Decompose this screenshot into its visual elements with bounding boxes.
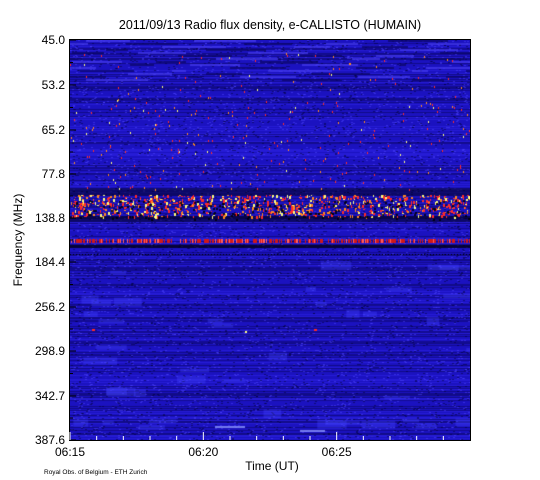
y-tick-label: 138.8 [35,211,65,225]
y-tick-label: 256.2 [35,300,65,314]
credit-text: Royal Obs. of Belgium - ETH Zurich [44,469,148,476]
x-tick-label: 06:25 [322,445,352,459]
x-axis-label: Time (UT) [245,459,299,473]
y-tick-label: 342.7 [35,389,65,403]
y-tick-label: 298.9 [35,344,65,358]
x-tick-label: 06:15 [55,445,85,459]
y-tick-label: 77.8 [42,167,66,181]
spectrogram-image [70,40,470,440]
y-tick-label: 387.6 [35,433,65,447]
y-tick-label: 184.4 [35,255,65,269]
spectrogram-plot [69,39,471,441]
y-tick-label: 45.0 [42,33,66,47]
chart-title: 2011/09/13 Radio flux density, e-CALLIST… [118,18,422,32]
y-axis-label: Frequency (MHz) [11,193,25,287]
y-tick-label: 53.2 [42,78,66,92]
x-tick-label: 06:20 [188,445,218,459]
y-tick-label: 65.2 [42,123,66,137]
